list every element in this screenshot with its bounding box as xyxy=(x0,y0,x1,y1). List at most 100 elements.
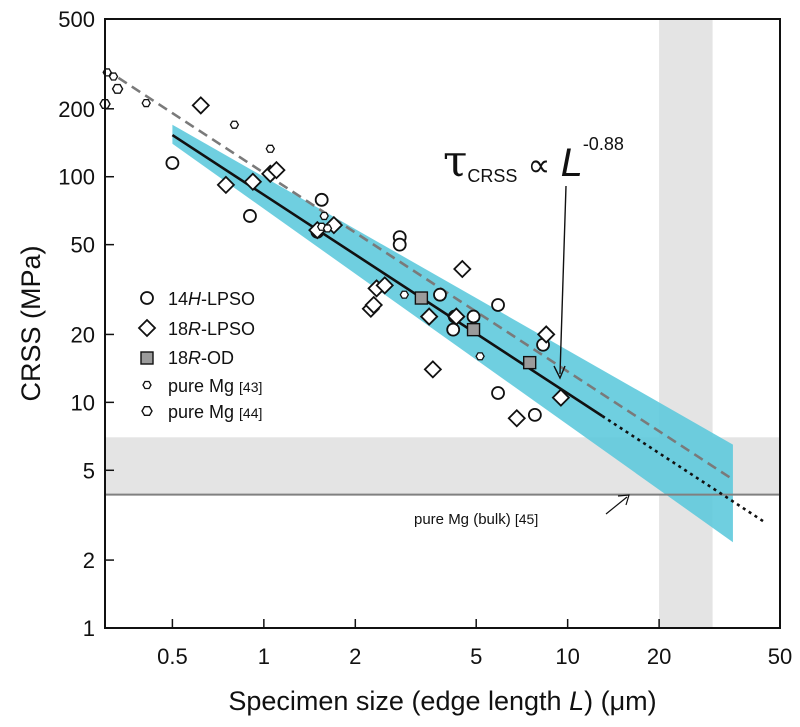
legend-label-part: -LPSO xyxy=(201,319,255,339)
legend-label: 18R-LPSO xyxy=(168,319,255,339)
data-point-18r-lpso xyxy=(447,307,466,326)
legend-label-italic: R xyxy=(188,319,201,339)
data-point-14h-lpso xyxy=(165,156,180,170)
legend-label-part: 18 xyxy=(168,348,188,368)
fit-line-dotted xyxy=(601,414,767,525)
data-point-18r-lpso xyxy=(536,325,556,344)
legend-label: pure Mg [43] xyxy=(168,376,262,396)
data-point-14h-lpso xyxy=(466,309,481,324)
bulk-reference-text: pure Mg (bulk) xyxy=(414,511,515,528)
data-point-18r-od xyxy=(522,355,537,370)
legend-label: pure Mg [44] xyxy=(168,402,262,422)
power-law-equation: τCRSS ∝ L-0.88 xyxy=(443,134,624,380)
bulk-reference-citation: [45] xyxy=(515,511,538,527)
data-point-14h-lpso xyxy=(491,386,505,400)
shaded-region-x xyxy=(659,19,713,628)
legend-entry-18r-lpso: 18R-LPSO xyxy=(137,318,255,339)
data-point-pure-mg-43 xyxy=(322,224,333,233)
data-point-pure-mg-43 xyxy=(475,352,485,361)
y-tick-label: 20 xyxy=(71,322,95,347)
legend: 14H-LPSO 18R-LPSO 18R-OD pure Mg [43] pu… xyxy=(137,289,262,422)
legend-ref: [43] xyxy=(239,379,262,395)
legend-label-part: 18 xyxy=(168,319,188,339)
data-point-14h-lpso xyxy=(527,407,542,422)
x-axis-title-part-1: Specimen size (edge length xyxy=(228,686,569,716)
equation-pointer-arrowhead xyxy=(553,365,566,380)
equation-text: τCRSS ∝ L-0.88 xyxy=(443,134,624,187)
bulk-reference-annotation: pure Mg (bulk) [45] xyxy=(414,494,630,528)
x-tick-label: 50 xyxy=(768,644,792,669)
legend-entry-18r-od: 18R-OD xyxy=(140,348,234,368)
data-point-18r-lpso xyxy=(423,360,443,379)
bulk-reference-label: pure Mg (bulk) [45] xyxy=(414,511,538,528)
plot-frame xyxy=(104,18,781,629)
data-points-layer xyxy=(99,68,571,428)
data-point-18r-lpso xyxy=(216,175,236,195)
data-point-14h-lpso xyxy=(433,287,447,302)
legend-entry-pure-mg-43: pure Mg [43] xyxy=(142,376,262,396)
data-point-18r-lpso xyxy=(267,160,286,180)
legend-label-part: pure Mg xyxy=(168,402,239,422)
equation-pointer-line xyxy=(559,185,567,375)
data-point-14h-lpso xyxy=(446,322,461,337)
legend-label-italic: R xyxy=(188,348,201,368)
x-tick-label: 5 xyxy=(470,644,482,669)
axis-ticks-layer: 0.5 1 2 5 10 20 50 1 2 5 10 20 50 100 200 500 xyxy=(58,7,792,669)
legend-label-part: 14 xyxy=(168,289,188,309)
data-point-18r-lpso xyxy=(551,388,571,407)
y-axis-title: CRSS (MPa) xyxy=(16,245,46,401)
legend-marker-hexagon-small xyxy=(142,380,152,390)
x-axis-title: Specimen size (edge length L) (μm) xyxy=(228,686,656,716)
data-point-14h-lpso xyxy=(314,192,329,207)
y-tick-label: 5 xyxy=(83,458,95,483)
bulk-reference-pointer-line xyxy=(605,496,628,515)
legend-label-part: pure Mg xyxy=(168,376,239,396)
legend-label: 18R-OD xyxy=(168,348,234,368)
data-point-18r-lpso xyxy=(507,409,527,428)
x-axis-title-part-2: ) (μm) xyxy=(584,686,657,716)
legend-entry-pure-mg-44: pure Mg [44] xyxy=(141,402,262,422)
equation-variable: L xyxy=(561,141,583,185)
x-tick-label: 1 xyxy=(258,644,270,669)
equation-tau: τ xyxy=(443,136,467,187)
data-point-18r-lpso xyxy=(364,295,384,315)
data-point-18r-lpso xyxy=(243,172,263,192)
fit-line-dashed xyxy=(104,67,734,481)
data-point-pure-mg-43 xyxy=(229,120,240,129)
y-tick-label: 100 xyxy=(58,165,95,190)
x-axis-title-variable: L xyxy=(569,686,584,716)
y-tick-label: 10 xyxy=(71,390,95,415)
x-tick-label: 2 xyxy=(349,644,361,669)
equation-exponent: -0.88 xyxy=(583,134,624,154)
data-point-pure-mg-43 xyxy=(399,290,410,299)
y-tick-label: 1 xyxy=(83,616,95,641)
bulk-reference-pointer-arrowhead xyxy=(617,494,630,506)
legend-marker-square xyxy=(140,351,154,365)
data-point-18r-lpso xyxy=(375,276,395,295)
data-point-18r-lpso xyxy=(191,96,211,115)
y-tick-label: 200 xyxy=(58,97,95,122)
legend-label-part: -LPSO xyxy=(201,289,255,309)
y-tick-label: 500 xyxy=(58,7,95,32)
data-point-pure-mg-43 xyxy=(319,211,329,221)
data-point-14h-lpso xyxy=(392,237,407,252)
data-point-pure-mg-43 xyxy=(265,144,276,153)
data-point-18r-lpso xyxy=(453,259,472,279)
x-tick-label: 10 xyxy=(555,644,579,669)
x-tick-label: 20 xyxy=(647,644,671,669)
equation-proportional: ∝ xyxy=(517,146,560,184)
legend-marker-hexagon xyxy=(141,406,153,416)
x-tick-label: 0.5 xyxy=(157,644,188,669)
equation-subscript: CRSS xyxy=(467,166,517,186)
legend-marker-diamond xyxy=(137,318,157,338)
data-point-pure-mg-44 xyxy=(111,83,124,94)
legend-entry-14h-lpso: 14H-LPSO xyxy=(140,289,255,309)
legend-ref: [44] xyxy=(239,405,262,421)
y-tick-label: 2 xyxy=(83,548,95,573)
legend-label-italic: H xyxy=(188,289,202,309)
legend-marker-circle xyxy=(140,291,154,305)
y-tick-label: 50 xyxy=(71,233,95,258)
data-point-18r-lpso xyxy=(419,307,439,326)
data-point-18r-od xyxy=(414,291,429,305)
